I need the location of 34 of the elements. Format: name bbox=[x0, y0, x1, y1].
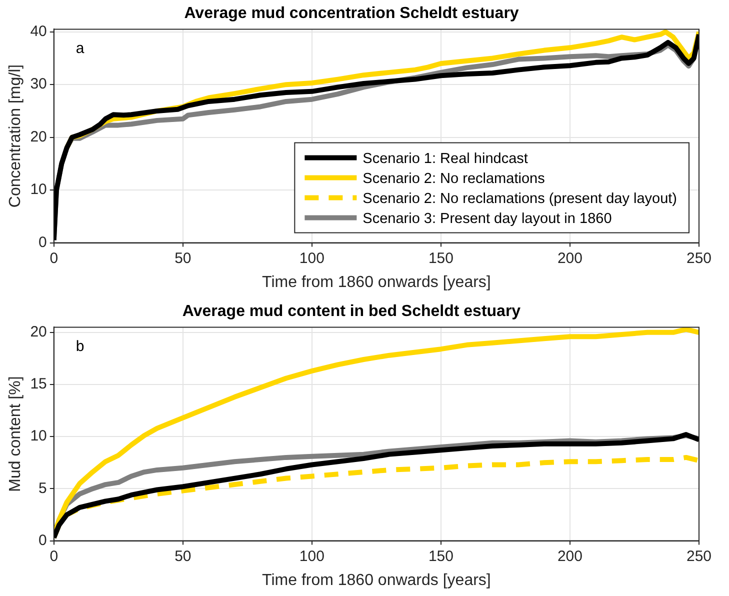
x-tick-label: 50 bbox=[174, 250, 192, 267]
x-tick-label: 250 bbox=[686, 250, 712, 267]
x-axis-title: Time from 1860 onwards [years] bbox=[262, 572, 491, 589]
chart-title: Average mud content in bed Scheldt estuary bbox=[182, 303, 521, 320]
y-tick-label: 0 bbox=[38, 234, 47, 251]
chart-title: Average mud concentration Scheldt estuary bbox=[184, 5, 519, 22]
y-tick-label: 10 bbox=[30, 181, 47, 198]
y-tick-label: 15 bbox=[30, 376, 47, 393]
x-tick-label: 50 bbox=[174, 548, 192, 565]
x-tick-label: 250 bbox=[686, 548, 712, 565]
y-tick-label: 30 bbox=[30, 76, 47, 93]
y-tick-label: 40 bbox=[30, 22, 47, 40]
x-tick-label: 0 bbox=[50, 548, 58, 565]
x-tick-label: 200 bbox=[557, 250, 582, 267]
legend-label: Scenario 2: No reclamations (present day layout) bbox=[362, 190, 678, 207]
x-tick-label: 150 bbox=[428, 548, 454, 565]
x-tick-label: 150 bbox=[428, 250, 454, 267]
y-tick-label: 10 bbox=[30, 428, 47, 445]
x-tick-label: 200 bbox=[557, 548, 582, 565]
y-tick-label: 5 bbox=[38, 480, 47, 497]
y-tick-label: 20 bbox=[30, 128, 47, 146]
x-tick-label: 0 bbox=[50, 250, 58, 267]
legend-label: Scenario 3: Present day layout in 1860 bbox=[362, 210, 612, 227]
y-tick-label: 20 bbox=[30, 324, 47, 341]
y-tick-label: 0 bbox=[38, 532, 47, 549]
x-axis-title: Time from 1860 onwards [years] bbox=[262, 274, 491, 291]
y-axis-title: Mud content [%] bbox=[7, 376, 24, 492]
legend-label: Scenario 1: Real hindcast bbox=[362, 150, 528, 167]
legend-label: Scenario 2: No reclamations bbox=[362, 170, 545, 187]
annotation: b bbox=[76, 338, 84, 355]
annotation: a bbox=[76, 40, 85, 57]
x-tick-label: 100 bbox=[299, 250, 324, 267]
y-axis-title: Concentration [mg/l] bbox=[7, 64, 24, 208]
x-tick-label: 100 bbox=[299, 548, 324, 565]
